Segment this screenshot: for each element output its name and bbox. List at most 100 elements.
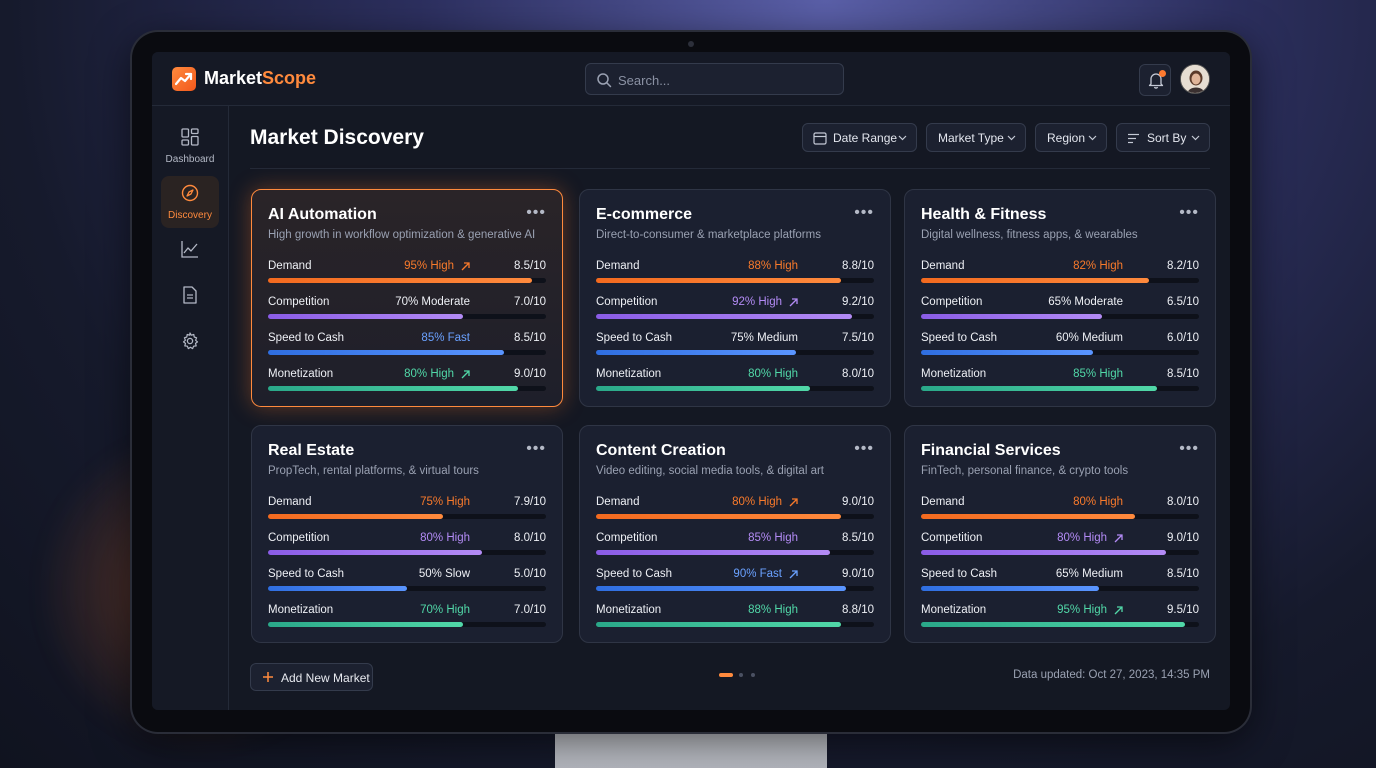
pagination-dot[interactable]	[739, 673, 743, 677]
sidebar-item-label: Dashboard	[165, 154, 215, 165]
metric-bar-fill	[596, 314, 852, 319]
metric-monetization: Monetization 70% High 7.0/10	[268, 604, 546, 634]
metric-value: 95% High	[1057, 604, 1107, 616]
search-input[interactable]	[618, 70, 833, 90]
metric-score: 7.0/10	[514, 604, 546, 616]
add-market-button[interactable]: Add New Market	[250, 663, 373, 691]
card-title: Health & Fitness	[921, 206, 1047, 223]
header-divider	[250, 168, 1210, 169]
plus-icon	[263, 672, 273, 682]
metric-name: Monetization	[596, 368, 662, 380]
metric-name: Competition	[268, 532, 330, 544]
metric-score: 9.2/10	[842, 296, 874, 308]
pagination-dot[interactable]	[751, 673, 755, 677]
metric-value: 85% Fast	[421, 332, 470, 344]
metric-bar-track	[921, 514, 1199, 519]
pagination-dot-active[interactable]	[719, 673, 733, 677]
metric-bar-fill	[268, 350, 505, 355]
more-options-icon[interactable]: •••	[1179, 440, 1199, 457]
metric-bar-track	[268, 350, 546, 355]
brand-name-part1: Market	[204, 68, 263, 88]
metric-score: 7.0/10	[514, 296, 546, 308]
metric-bar-fill	[921, 550, 1166, 555]
chevron-down-icon	[1191, 135, 1200, 141]
metric-bar-fill	[268, 278, 533, 283]
chevron-down-icon	[1007, 135, 1016, 141]
metric-value: 80% High	[420, 532, 470, 544]
metric-score: 8.0/10	[842, 368, 874, 380]
metric-name: Demand	[268, 260, 312, 272]
card-title: Financial Services	[921, 442, 1061, 459]
metric-speed: Speed to Cash 75% Medium 7.5/10	[596, 332, 874, 362]
monitor-frame: MarketScope Dashboard Discovery	[132, 32, 1250, 732]
metric-demand: Demand 80% High 9.0/10	[596, 496, 874, 526]
search-icon	[597, 73, 612, 88]
metric-score: 8.5/10	[1167, 368, 1199, 380]
metric-name: Competition	[596, 296, 658, 308]
metric-bar-track	[921, 622, 1199, 627]
sidebar-item-dashboard[interactable]: Dashboard	[161, 120, 219, 172]
date-range-filter[interactable]: Date Range	[802, 123, 917, 152]
region-filter[interactable]: Region	[1035, 123, 1107, 152]
camera-icon	[688, 41, 694, 47]
more-options-icon[interactable]: •••	[854, 440, 874, 457]
market-card[interactable]: Financial Services FinTech, personal fina…	[904, 425, 1216, 643]
metric-demand: Demand 95% High 8.5/10	[268, 260, 546, 290]
market-type-label: Market Type	[938, 131, 1004, 145]
brand-name-part2: Scope	[262, 68, 317, 88]
avatar[interactable]	[1180, 64, 1210, 94]
market-type-filter[interactable]: Market Type	[926, 123, 1026, 152]
market-card[interactable]: Real Estate PropTech, rental platforms, &…	[251, 425, 563, 643]
metric-score: 8.2/10	[1167, 260, 1199, 272]
card-subtitle: PropTech, rental platforms, & virtual to…	[268, 465, 479, 477]
metric-value: 92% High	[732, 296, 782, 308]
metric-bar-track	[268, 386, 546, 391]
card-subtitle: Video editing, social media tools, & dig…	[596, 465, 825, 477]
more-options-icon[interactable]: •••	[526, 204, 546, 221]
metric-value: 75% Medium	[730, 332, 798, 344]
metric-score: 8.0/10	[514, 532, 546, 544]
sort-by-filter[interactable]: Sort By	[1116, 123, 1210, 152]
metric-name: Competition	[921, 532, 983, 544]
metric-name: Speed to Cash	[921, 568, 998, 580]
date-range-label: Date Range	[833, 131, 898, 145]
metric-bar-track	[921, 278, 1199, 283]
compass-icon	[181, 184, 199, 202]
metric-value: 70% Moderate	[395, 296, 470, 308]
card-title: Real Estate	[268, 442, 355, 459]
market-card[interactable]: Content Creation Video editing, social me…	[579, 425, 891, 643]
sidebar-item-discovery[interactable]: Discovery	[161, 176, 219, 228]
metric-score: 9.0/10	[842, 568, 874, 580]
market-card[interactable]: AI Automation High growth in workflow opt…	[251, 189, 563, 407]
sidebar-item-analytics[interactable]	[161, 232, 219, 284]
metric-value: 65% Medium	[1055, 568, 1123, 580]
sidebar-item-reports[interactable]	[161, 278, 219, 330]
metric-value: 90% Fast	[733, 568, 782, 580]
brand-name[interactable]: MarketScope	[204, 68, 316, 89]
card-title: Content Creation	[596, 442, 726, 459]
market-card[interactable]: Health & Fitness Digital wellness, fitnes…	[904, 189, 1216, 407]
trend-up-icon	[461, 370, 470, 379]
metric-value: 95% High	[404, 260, 454, 272]
metric-score: 8.5/10	[514, 332, 546, 344]
metric-name: Demand	[596, 496, 640, 508]
metric-bar-fill	[921, 622, 1186, 627]
notifications-button[interactable]	[1139, 64, 1171, 96]
chart-line-icon	[181, 241, 198, 258]
sidebar-item-settings[interactable]	[161, 324, 219, 376]
metric-bar-fill	[921, 514, 1136, 519]
metric-score: 9.0/10	[514, 368, 546, 380]
metric-bar-track	[921, 586, 1199, 591]
top-bar: MarketScope	[152, 52, 1230, 106]
market-card[interactable]: E-commerce Direct-to-consumer & marketpla…	[579, 189, 891, 407]
last-updated-text: Data updated: Oct 27, 2023, 14:35 PM	[1013, 669, 1210, 681]
logo-icon[interactable]	[172, 67, 196, 91]
more-options-icon[interactable]: •••	[1179, 204, 1199, 221]
metric-monetization: Monetization 88% High 8.8/10	[596, 604, 874, 634]
more-options-icon[interactable]: •••	[526, 440, 546, 457]
document-icon	[183, 286, 197, 304]
metric-bar-track	[596, 278, 874, 283]
metric-competition: Competition 70% Moderate 7.0/10	[268, 296, 546, 326]
search-box[interactable]	[585, 63, 844, 95]
more-options-icon[interactable]: •••	[854, 204, 874, 221]
